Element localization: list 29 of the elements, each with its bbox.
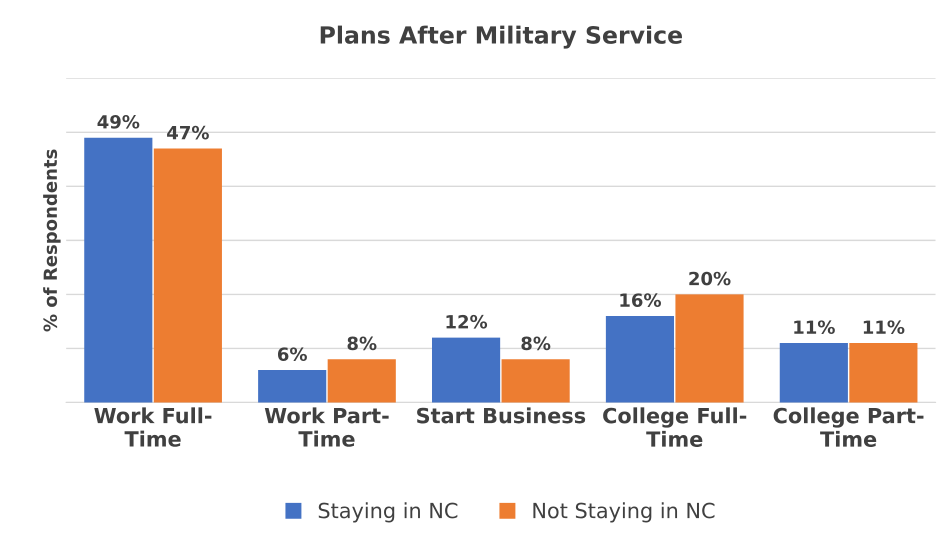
data-label: 11%: [794, 320, 835, 334]
bar: [258, 370, 326, 402]
legend-label: Staying in NC: [318, 502, 458, 522]
x-tick-label: Start Business: [417, 407, 586, 424]
bar: [780, 343, 848, 402]
data-label: 16%: [620, 293, 661, 307]
chart-title: Plans After Military Service: [320, 26, 682, 49]
data-label: 8%: [348, 336, 376, 350]
bar: [675, 294, 744, 402]
bar: [328, 359, 396, 402]
bar: [502, 359, 570, 402]
x-tick-label: Work Full-Time: [94, 407, 212, 447]
data-label: 12%: [446, 314, 488, 329]
bar: [432, 338, 500, 402]
bar: [84, 138, 152, 402]
x-tick-label: College Part-Time: [774, 407, 924, 447]
x-tick-label: Work Part-Time: [264, 407, 389, 447]
data-label: 8%: [521, 336, 550, 350]
legend-label: Not Staying in NC: [533, 502, 714, 522]
data-label: 49%: [98, 114, 140, 129]
data-label: 6%: [278, 347, 307, 362]
bar: [849, 343, 918, 402]
data-label: 11%: [864, 320, 904, 334]
bar: [606, 316, 674, 402]
bar: [154, 148, 222, 402]
data-label: 20%: [689, 272, 731, 286]
y-axis-title: % of Respondents: [43, 150, 61, 332]
data-label: 47%: [167, 126, 209, 140]
x-tick-label: College Full-Time: [603, 407, 746, 447]
